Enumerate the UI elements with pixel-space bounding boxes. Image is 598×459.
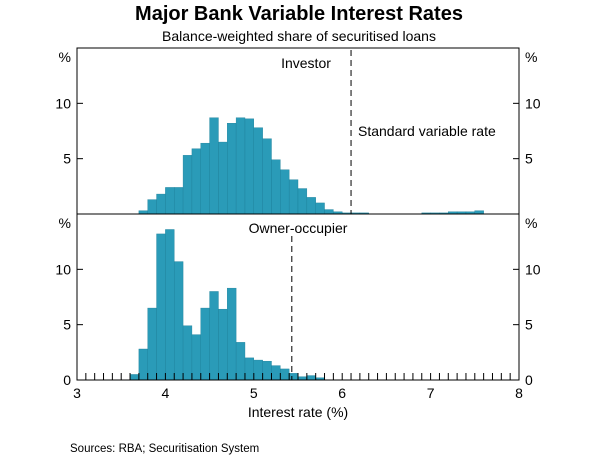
bar (307, 197, 316, 214)
y-tick-label: 0 (63, 372, 71, 388)
bar (254, 128, 263, 214)
y-unit-label: % (525, 49, 537, 65)
bar (280, 369, 289, 380)
y-unit-label: % (59, 215, 71, 231)
bar (192, 149, 201, 214)
bar (201, 143, 210, 214)
bar (271, 366, 280, 380)
chart-title: Major Bank Variable Interest Rates (135, 3, 463, 25)
y-unit-label: % (525, 215, 537, 231)
bar (254, 360, 263, 380)
bar (263, 361, 272, 380)
bar (218, 309, 227, 380)
bar (280, 170, 289, 214)
source-note: Sources: RBA; Securitisation System (70, 443, 259, 455)
y-tick-label: 10 (55, 95, 71, 111)
bar (236, 118, 245, 214)
bar (174, 262, 183, 380)
y-tick-label: 10 (525, 261, 541, 277)
bar (245, 358, 254, 380)
bar (210, 118, 219, 214)
bar (245, 119, 254, 214)
bar (165, 229, 174, 380)
bar (210, 291, 219, 380)
chart-subtitle: Balance-weighted share of securitised lo… (162, 28, 436, 44)
x-tick-label: 4 (162, 385, 170, 401)
y-tick-label: 0 (525, 372, 533, 388)
y-tick-label: 10 (525, 95, 541, 111)
bar (236, 342, 245, 380)
y-tick-label: 5 (63, 151, 71, 167)
bar (165, 187, 174, 214)
y-tick-label: 5 (63, 317, 71, 333)
bar (157, 234, 166, 380)
x-tick-label: 6 (338, 385, 346, 401)
bar (139, 349, 148, 380)
bar (298, 189, 307, 214)
bar (201, 308, 210, 380)
bar (316, 203, 325, 214)
panel-label: Investor (281, 55, 331, 71)
y-tick-label: 10 (55, 261, 71, 277)
bar (227, 123, 236, 214)
y-unit-label: % (59, 49, 71, 65)
x-tick-label: 3 (73, 385, 81, 401)
bar (218, 142, 227, 214)
bar (325, 210, 334, 214)
x-tick-label: 8 (515, 385, 523, 401)
bar (183, 326, 192, 380)
reference-line-label: Standard variable rate (358, 123, 496, 139)
bar (157, 194, 166, 214)
plot-area: 5 5 10 10% % Investor Standard variable rate 0 0… (55, 48, 540, 401)
x-tick-label: 5 (250, 385, 258, 401)
bar (192, 335, 201, 380)
bar (289, 180, 298, 214)
bar (174, 187, 183, 214)
bar (263, 139, 272, 214)
bar (148, 200, 157, 214)
y-tick-label: 5 (525, 317, 533, 333)
bar (148, 308, 157, 380)
bar (130, 374, 139, 380)
bar (227, 288, 236, 380)
bar (183, 155, 192, 214)
bar (307, 376, 316, 380)
panel-label: Owner-occupier (249, 220, 348, 236)
x-axis-label: Interest rate (%) (248, 404, 348, 420)
bar (289, 373, 298, 380)
bar (271, 160, 280, 214)
y-tick-label: 5 (525, 151, 533, 167)
x-tick-label: 7 (427, 385, 435, 401)
